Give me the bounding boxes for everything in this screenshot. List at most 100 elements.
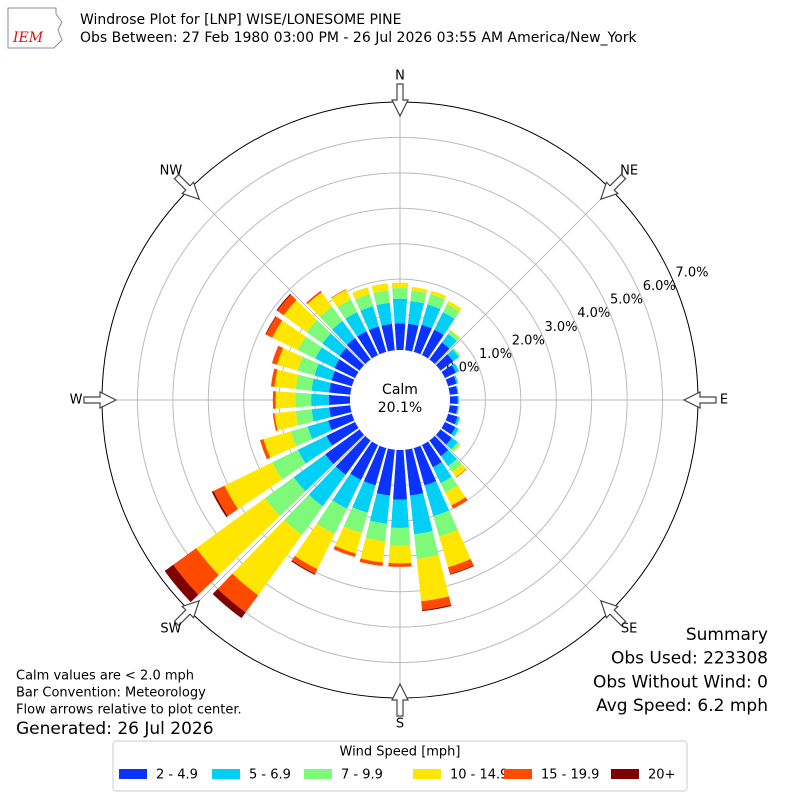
bar-segment	[410, 290, 427, 304]
calm-label: Calm	[382, 382, 418, 398]
bar-segment	[355, 294, 374, 311]
flow-arrow	[599, 599, 627, 627]
bar-segment	[453, 375, 459, 384]
logo: IEM	[7, 7, 63, 49]
bar-segment	[274, 369, 299, 390]
bar-segment	[311, 407, 331, 422]
bar-segment	[451, 363, 460, 373]
bar-segment	[440, 476, 458, 493]
bar-segment	[316, 500, 348, 535]
bar-segment	[263, 431, 297, 458]
bar-segment	[393, 449, 407, 500]
bar-segment	[352, 481, 376, 513]
bar-segment	[373, 290, 390, 306]
bar-segment	[448, 405, 458, 414]
bar-segment	[391, 499, 409, 528]
bar-segment	[449, 395, 458, 405]
bar-segment	[164, 564, 199, 603]
flow-arrow	[599, 173, 627, 201]
bar-segment	[453, 443, 461, 452]
bar-segment	[451, 427, 459, 437]
bar-segment	[284, 494, 323, 536]
legend-label: 7 - 9.9	[341, 768, 383, 783]
bar-segment	[376, 448, 395, 496]
legend-label: 2 - 4.9	[156, 768, 198, 783]
notes: Calm values are < 2.0 mph Bar Convention:…	[16, 669, 242, 718]
bar-segment	[435, 354, 454, 371]
bar-segment	[445, 413, 458, 425]
bar-segment	[325, 429, 365, 465]
direction-label: SE	[621, 622, 637, 637]
bar-segment	[424, 481, 450, 517]
r-tick-label: 7.0%	[675, 266, 708, 281]
grid-spoke	[188, 435, 365, 612]
summary: Summary Obs Used: 223308 Obs Without Wind:…	[593, 625, 768, 716]
bar-segment	[295, 392, 312, 408]
bar-segment	[307, 420, 332, 440]
direction-label: W	[70, 393, 83, 408]
direction-label: NW	[160, 163, 183, 178]
summary-line: Obs Used: 223308	[611, 649, 768, 669]
bar-segment	[430, 290, 447, 300]
bar-segment	[211, 491, 228, 518]
bar-segment	[331, 371, 355, 387]
bar-segment	[293, 454, 334, 492]
plot-area: 0.0%1.0%2.0%3.0%4.0%5.0%6.0%7.0%NNEESESS…	[70, 69, 729, 732]
bar-segment	[297, 336, 322, 359]
bar-segment	[308, 466, 346, 507]
calm-circle	[350, 350, 450, 450]
bar-segment	[413, 445, 437, 486]
bar-segment	[272, 449, 306, 480]
bar-segment	[337, 299, 358, 319]
legend-label: 20+	[648, 768, 675, 783]
bar-segment	[456, 406, 459, 415]
bar-segment	[405, 323, 419, 352]
bar-segment	[319, 306, 343, 330]
bar-segment	[307, 292, 333, 317]
bar-segment	[272, 413, 278, 431]
bar-segment	[297, 356, 319, 376]
summary-line: Avg Speed: 6.2 mph	[596, 696, 768, 716]
bar-segment	[454, 416, 460, 426]
bar-segment	[272, 320, 306, 351]
bar-segment	[446, 300, 462, 312]
legend-swatch	[119, 769, 147, 779]
bar-segment	[451, 441, 460, 452]
legend-box	[112, 740, 688, 792]
bar-segment	[452, 348, 461, 358]
bar-segment	[389, 527, 411, 546]
flow-arrow	[682, 391, 717, 409]
bar-segment	[421, 329, 444, 359]
legend-swatch	[504, 769, 532, 779]
bar-segment	[433, 510, 458, 537]
bar-segment	[224, 462, 283, 510]
bar-segment	[290, 426, 313, 447]
note-line: Calm values are < 2.0 mph	[16, 669, 194, 684]
bar-segment	[276, 293, 291, 311]
bar-segment	[369, 493, 390, 524]
direction-label: NE	[620, 163, 638, 178]
r-tick-label: 1.0%	[479, 347, 512, 362]
logo-text: IEM	[12, 30, 44, 46]
grid-spoke	[188, 188, 365, 365]
bar-segment	[449, 565, 474, 575]
bar-segment	[265, 316, 277, 335]
legend-swatch	[304, 769, 332, 779]
bar-segment	[352, 287, 370, 300]
bar-segment	[311, 393, 329, 407]
bar-segment	[343, 507, 368, 534]
bar-segment	[333, 546, 356, 558]
bar-segment	[429, 342, 450, 365]
bar-segment	[283, 300, 317, 333]
bar-segment	[405, 448, 424, 496]
summary-line: Obs Without Wind: 0	[593, 672, 768, 692]
bar-segment	[456, 468, 467, 478]
bar-segment	[334, 359, 359, 379]
bar-segment	[447, 349, 460, 362]
bar-segment	[357, 331, 379, 359]
bar-segment	[212, 588, 246, 619]
legend-swatch	[611, 769, 639, 779]
r-tick-label: 2.0%	[512, 333, 545, 348]
bar-segment	[291, 556, 318, 574]
